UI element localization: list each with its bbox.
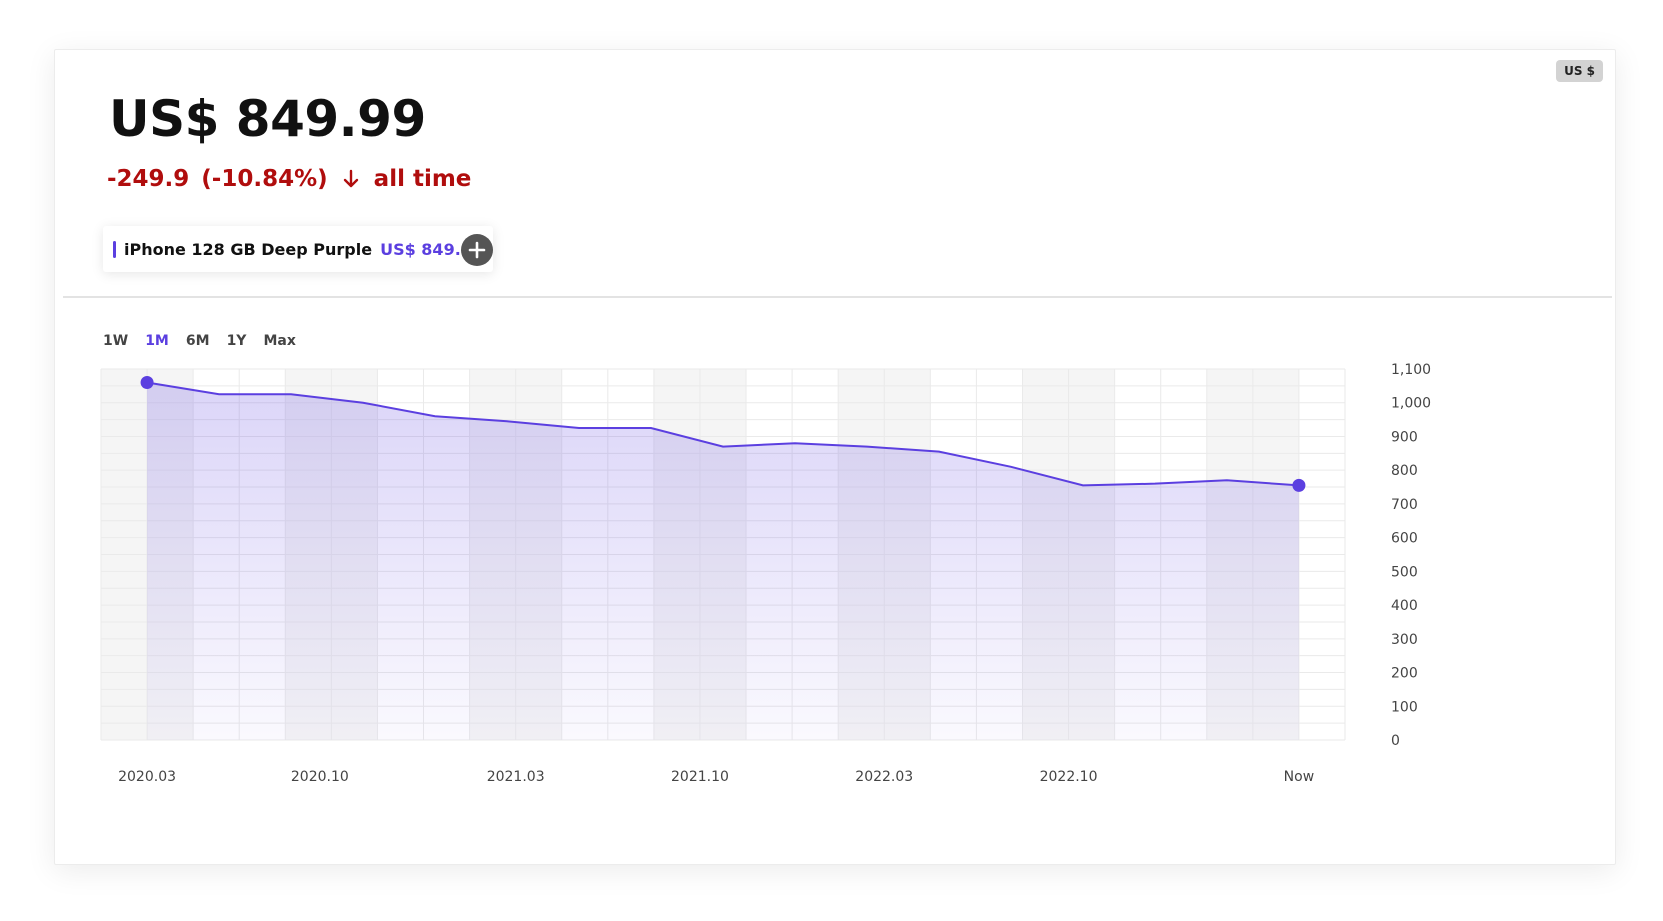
series-line [146,381,1300,487]
y-tick-label: 200 [1391,666,1418,682]
currency-badge[interactable]: US $ [1556,60,1603,82]
range-1m[interactable]: 1M [145,333,169,349]
x-tick-label: 2021.10 [671,769,729,785]
price-change: -249.9 (-10.84%) all time [107,166,471,192]
y-tick-label: 400 [1391,598,1418,614]
y-tick-label: 600 [1391,531,1418,547]
section-divider [63,296,1612,298]
variant-price: US$ 849.99 [380,239,484,259]
price-chart: 0 100 200 300 400 500 600 700 800 900 1,000 1,100 20… [100,362,1431,785]
x-tick-label: 2022.10 [1040,769,1098,785]
series-start-marker [140,375,154,389]
change-period: all time [373,166,472,192]
current-price: US$ 849.99 [109,90,426,148]
y-tick-label: 900 [1391,429,1418,445]
y-tick-label: 700 [1391,497,1418,513]
range-1y[interactable]: 1Y [226,333,247,349]
x-tick-label: 2020.10 [291,769,349,785]
x-tick-label: 2022.03 [855,769,913,785]
series-end-marker [1292,478,1306,492]
time-range-selector: 1W 1M 6M 1Y Max [103,333,296,349]
y-tick-label: 100 [1391,699,1418,715]
price-history-card: US $ US$ 849.99 -249.9 (-10.84%) all tim… [54,49,1616,865]
y-tick-label: 1,000 [1391,396,1431,412]
y-tick-label: 500 [1391,564,1418,580]
x-tick-label: Now [1284,769,1315,785]
plus-icon [468,241,486,259]
y-tick-label: 1,100 [1391,362,1431,378]
change-amount: -249.9 [107,166,190,192]
series-color-swatch [113,240,116,258]
y-tick-label: 800 [1391,463,1418,479]
x-tick-label: 2020.03 [118,769,176,785]
y-tick-label: 0 [1391,733,1400,749]
add-variant-button[interactable] [461,234,493,266]
variant-name: iPhone 128 GB Deep Purple [124,239,373,259]
arrow-down-icon [340,168,362,190]
range-6m[interactable]: 6M [185,333,210,349]
x-tick-label: 2021.03 [487,769,545,785]
change-percent: (-10.84%) [201,166,328,192]
variant-legend-item[interactable]: iPhone 128 GB Deep Purple US$ 849.99 [103,226,494,272]
series-area [147,382,1299,740]
range-max[interactable]: Max [263,333,296,349]
range-1w[interactable]: 1W [103,333,129,349]
y-tick-label: 300 [1391,632,1418,648]
